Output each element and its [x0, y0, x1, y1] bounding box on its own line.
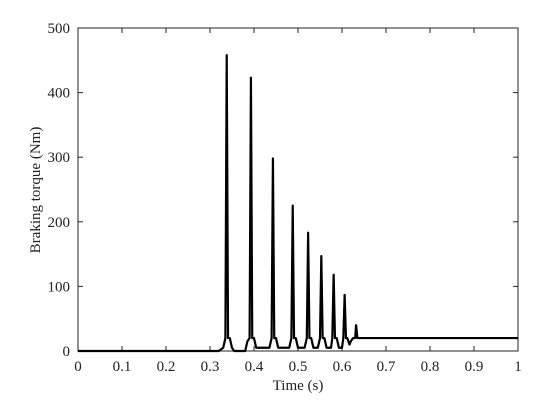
x-tick-label: 0.2	[157, 359, 176, 375]
y-axis-label: Braking torque (Nm)	[28, 127, 44, 254]
y-tick-label: 0	[63, 344, 71, 360]
y-tick-label: 400	[48, 86, 71, 102]
x-tick-label: 0.4	[245, 359, 264, 375]
x-tick-label: 0.5	[289, 359, 308, 375]
plot-frame	[77, 27, 519, 352]
x-tick-label: 0.3	[201, 359, 220, 375]
x-tick-label: 0.7	[377, 359, 396, 375]
x-tick-label: 0.8	[421, 359, 440, 375]
x-axis-label: Time (s)	[273, 378, 324, 394]
x-tick-label: 0.9	[465, 359, 484, 375]
y-tick-label: 500	[48, 21, 71, 37]
y-tick-label: 200	[48, 215, 71, 231]
x-tick-label: 0.6	[333, 359, 352, 375]
x-tick-label: 0	[74, 359, 82, 375]
x-tick-label: 0.1	[113, 359, 132, 375]
y-tick-label: 300	[48, 150, 71, 166]
x-tick-label: 1	[514, 359, 522, 375]
y-tick-label: 100	[48, 279, 71, 295]
data-line	[78, 54, 518, 353]
